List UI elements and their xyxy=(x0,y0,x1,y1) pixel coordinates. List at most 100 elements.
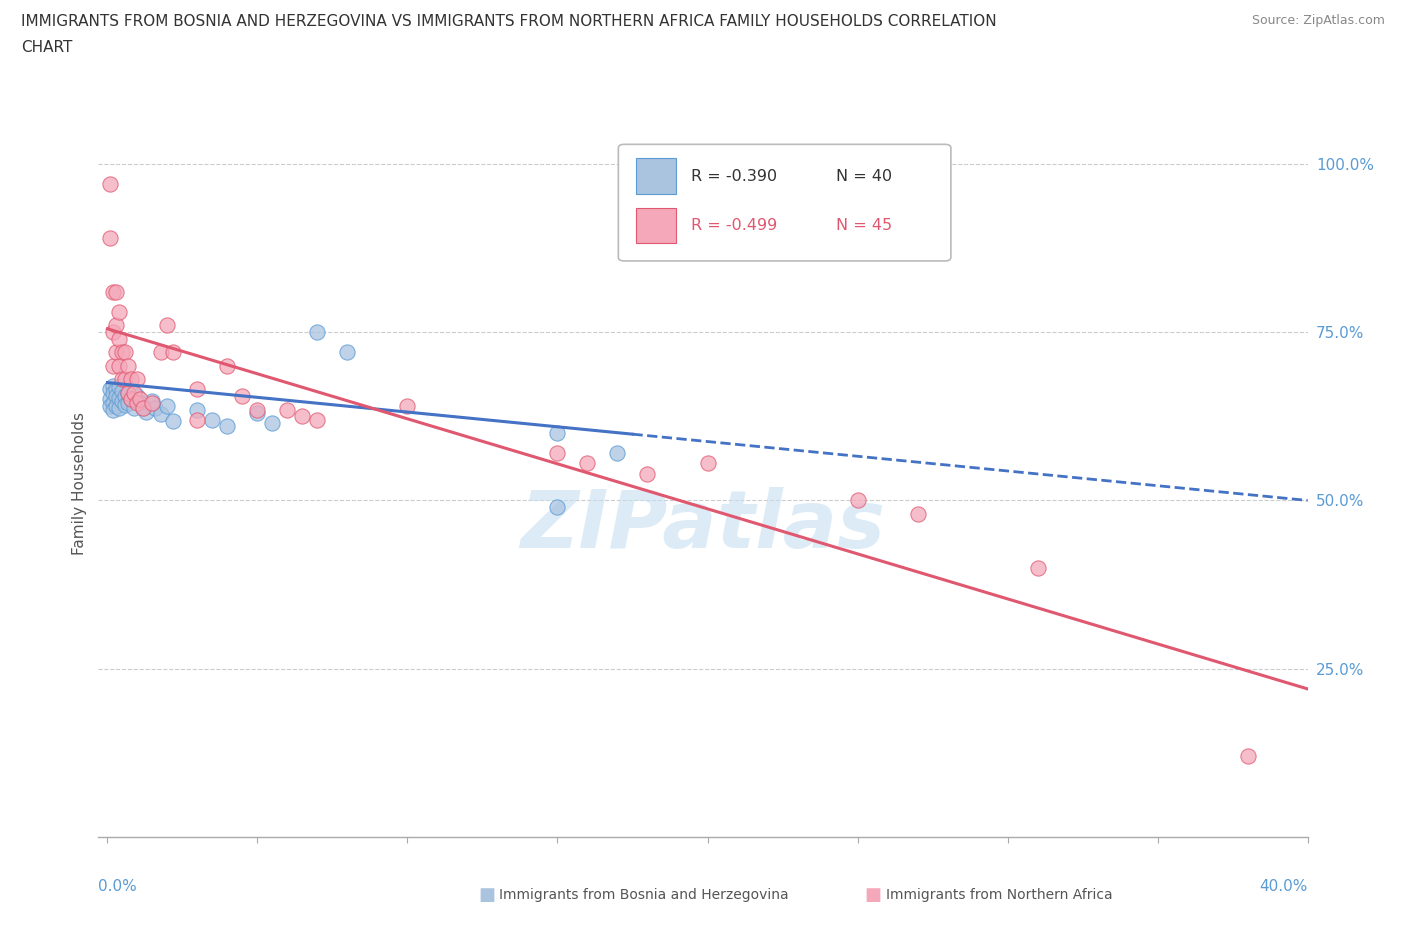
Point xyxy=(100,382,122,397)
Point xyxy=(100,177,122,192)
Point xyxy=(186,412,208,427)
Point xyxy=(129,395,152,410)
Point xyxy=(108,391,131,405)
Point xyxy=(105,399,128,414)
Point xyxy=(105,389,128,404)
Point xyxy=(103,379,125,393)
Point xyxy=(132,400,155,415)
Text: Source: ZipAtlas.com: Source: ZipAtlas.com xyxy=(1251,14,1385,27)
Text: CHART: CHART xyxy=(21,40,73,55)
Point xyxy=(637,466,659,481)
Point xyxy=(124,385,146,400)
Point xyxy=(135,405,157,419)
Point xyxy=(547,445,569,460)
Point xyxy=(141,393,163,408)
Point xyxy=(117,385,139,400)
Point xyxy=(547,499,569,514)
Point xyxy=(231,389,253,404)
Point xyxy=(105,285,128,299)
Text: R = -0.499: R = -0.499 xyxy=(690,219,778,233)
Point xyxy=(307,412,329,427)
Point xyxy=(186,382,208,397)
Point xyxy=(103,385,125,400)
Point xyxy=(307,325,329,339)
Point xyxy=(1236,749,1258,764)
Point xyxy=(117,358,139,373)
Point xyxy=(846,493,869,508)
Point xyxy=(108,400,131,415)
Point xyxy=(141,395,163,410)
Point xyxy=(217,358,239,373)
Point xyxy=(127,395,149,410)
Point xyxy=(246,405,269,420)
Point xyxy=(291,409,314,424)
Point xyxy=(105,318,128,333)
Point xyxy=(336,345,359,360)
Point xyxy=(111,345,134,360)
Point xyxy=(114,372,136,387)
Point xyxy=(127,389,149,404)
Point xyxy=(103,402,125,417)
Point xyxy=(201,412,224,427)
Point xyxy=(103,358,125,373)
Point xyxy=(111,384,134,399)
Point xyxy=(162,414,184,429)
Point xyxy=(1026,560,1049,575)
Text: IMMIGRANTS FROM BOSNIA AND HERZEGOVINA VS IMMIGRANTS FROM NORTHERN AFRICA FAMILY: IMMIGRANTS FROM BOSNIA AND HERZEGOVINA V… xyxy=(21,14,997,29)
Point xyxy=(100,399,122,414)
Point xyxy=(576,456,599,471)
Text: 0.0%: 0.0% xyxy=(98,880,138,895)
Point xyxy=(127,372,149,387)
Point xyxy=(132,400,155,415)
Point xyxy=(150,345,173,360)
Y-axis label: Family Households: Family Households xyxy=(72,412,87,555)
Point xyxy=(124,400,146,415)
Point xyxy=(114,397,136,412)
FancyBboxPatch shape xyxy=(619,144,950,261)
Point xyxy=(105,345,128,360)
Point xyxy=(117,385,139,400)
Point xyxy=(103,285,125,299)
Text: N = 45: N = 45 xyxy=(837,219,893,233)
Point xyxy=(108,358,131,373)
Text: R = -0.390: R = -0.390 xyxy=(690,168,778,183)
Point xyxy=(696,456,718,471)
Point xyxy=(156,399,179,414)
Point xyxy=(246,402,269,417)
Text: ■: ■ xyxy=(865,885,882,904)
Point xyxy=(111,393,134,408)
Point xyxy=(103,325,125,339)
Text: ZIPatlas: ZIPatlas xyxy=(520,487,886,565)
Point xyxy=(114,345,136,360)
Point xyxy=(108,304,131,319)
Point xyxy=(108,379,131,394)
Point xyxy=(120,392,142,407)
Text: Immigrants from Bosnia and Herzegovina: Immigrants from Bosnia and Herzegovina xyxy=(499,887,789,902)
Bar xyxy=(637,158,676,193)
Point xyxy=(100,231,122,246)
Point xyxy=(117,395,139,410)
Point xyxy=(111,372,134,387)
Point xyxy=(606,445,628,460)
Point xyxy=(100,392,122,407)
Point xyxy=(108,331,131,346)
Text: Immigrants from Northern Africa: Immigrants from Northern Africa xyxy=(886,887,1112,902)
Point xyxy=(262,416,284,431)
Point xyxy=(217,418,239,433)
Bar xyxy=(637,208,676,244)
Point xyxy=(150,406,173,421)
Point xyxy=(120,372,142,387)
Point xyxy=(129,392,152,407)
Point xyxy=(276,402,298,417)
Point xyxy=(396,399,419,414)
Text: N = 40: N = 40 xyxy=(837,168,893,183)
Point xyxy=(145,400,167,415)
Point xyxy=(114,389,136,404)
Point xyxy=(120,392,142,407)
Point xyxy=(547,426,569,441)
Text: ■: ■ xyxy=(478,885,495,904)
Point xyxy=(156,318,179,333)
Text: 40.0%: 40.0% xyxy=(1260,880,1308,895)
Point xyxy=(103,395,125,410)
Point xyxy=(907,507,929,522)
